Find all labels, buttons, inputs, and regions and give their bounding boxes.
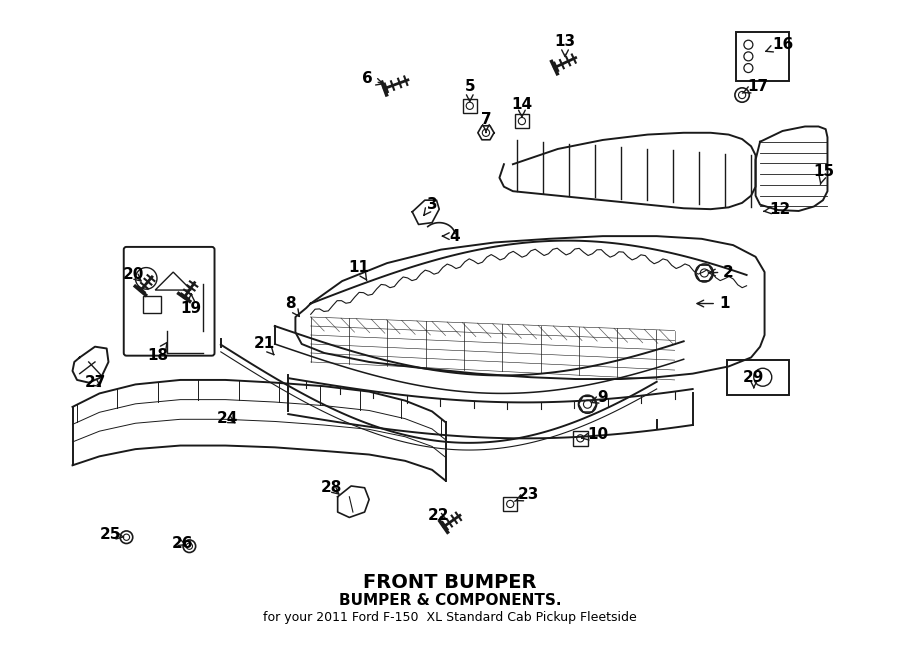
Bar xyxy=(142,296,160,313)
Text: 25: 25 xyxy=(100,527,124,542)
Text: 27: 27 xyxy=(85,375,105,390)
Text: 4: 4 xyxy=(443,229,460,244)
Text: 17: 17 xyxy=(742,79,769,94)
Text: 29: 29 xyxy=(743,369,764,388)
Text: 11: 11 xyxy=(347,260,369,280)
Text: 1: 1 xyxy=(697,296,729,311)
Text: 14: 14 xyxy=(511,97,533,118)
Text: 5: 5 xyxy=(464,79,475,102)
Polygon shape xyxy=(478,126,494,139)
Bar xyxy=(503,497,517,511)
Text: 15: 15 xyxy=(814,164,834,184)
Text: FRONT BUMPER: FRONT BUMPER xyxy=(364,573,536,592)
Text: 19: 19 xyxy=(181,294,202,315)
Bar xyxy=(463,98,477,113)
Text: 8: 8 xyxy=(284,296,300,317)
Text: 16: 16 xyxy=(766,37,793,52)
Text: 28: 28 xyxy=(320,481,342,495)
Text: 18: 18 xyxy=(148,342,168,363)
Text: 6: 6 xyxy=(362,71,383,87)
Text: 24: 24 xyxy=(216,411,238,426)
Bar xyxy=(515,114,529,128)
Bar xyxy=(573,431,588,446)
Text: for your 2011 Ford F-150  XL Standard Cab Pickup Fleetside: for your 2011 Ford F-150 XL Standard Cab… xyxy=(263,611,637,624)
Text: 3: 3 xyxy=(424,197,437,215)
Text: 23: 23 xyxy=(515,487,539,502)
Text: BUMPER & COMPONENTS.: BUMPER & COMPONENTS. xyxy=(338,593,562,608)
Text: 2: 2 xyxy=(708,264,734,280)
Text: 7: 7 xyxy=(481,112,491,132)
Text: 22: 22 xyxy=(428,508,449,523)
Text: 21: 21 xyxy=(253,336,274,355)
Text: 9: 9 xyxy=(591,391,608,405)
Text: 20: 20 xyxy=(123,267,144,282)
Text: 26: 26 xyxy=(171,536,193,551)
Text: 13: 13 xyxy=(554,34,576,57)
Text: 10: 10 xyxy=(581,427,609,442)
Text: 12: 12 xyxy=(763,202,790,217)
